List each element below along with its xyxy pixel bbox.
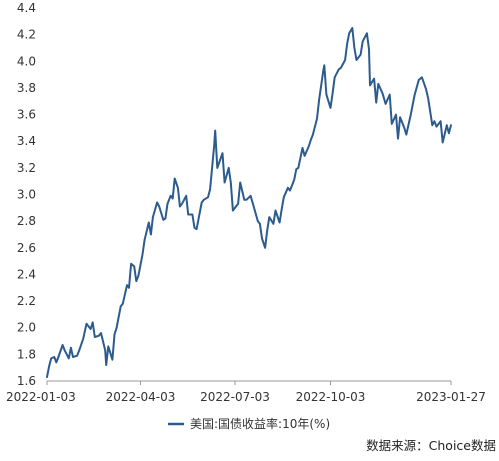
y-tick-label: 2.0: [17, 321, 36, 335]
x-tick-label: 2022-10-03: [296, 390, 366, 404]
y-tick-label: 2.6: [17, 241, 36, 255]
y-tick-label: 2.4: [17, 267, 36, 281]
y-tick-label: 4.4: [17, 1, 36, 15]
y-tick-label: 1.6: [17, 374, 36, 388]
y-tick-label: 3.2: [17, 161, 36, 175]
y-tick-label: 2.2: [17, 294, 36, 308]
y-tick-label: 4.0: [17, 54, 36, 68]
y-tick-label: 1.8: [17, 347, 36, 361]
y-tick-label: 3.8: [17, 81, 36, 95]
y-tick-label: 2.8: [17, 214, 36, 228]
y-tick-label: 3.4: [17, 134, 36, 148]
series-line-us-10y-yield: [46, 27, 452, 378]
y-axis-ticks: 1.6 1.8 2.0 2.2 2.4 2.6 2.8 3.0 3.2 3.4 3.6 3.8 4.0 4…: [17, 1, 36, 388]
legend-label: 美国:国债收益率:10年(%): [190, 416, 330, 431]
y-tick-label: 3.6: [17, 108, 36, 122]
source-note: 数据来源：Choice数据: [366, 438, 496, 453]
x-tick-label: 2022-04-03: [106, 390, 176, 404]
x-tick-label: 2022-07-03: [200, 390, 270, 404]
x-tick-label: 2023-01-27: [416, 390, 486, 404]
legend: 美国:国债收益率:10年(%): [168, 416, 330, 431]
y-tick-label: 3.0: [17, 188, 36, 202]
y-tick-label: 4.2: [17, 28, 36, 42]
x-axis-ticks: 2022-01-03 2022-04-03 2022-07-03 2022-10-03…: [6, 381, 486, 404]
x-tick-label: 2022-01-03: [6, 390, 76, 404]
